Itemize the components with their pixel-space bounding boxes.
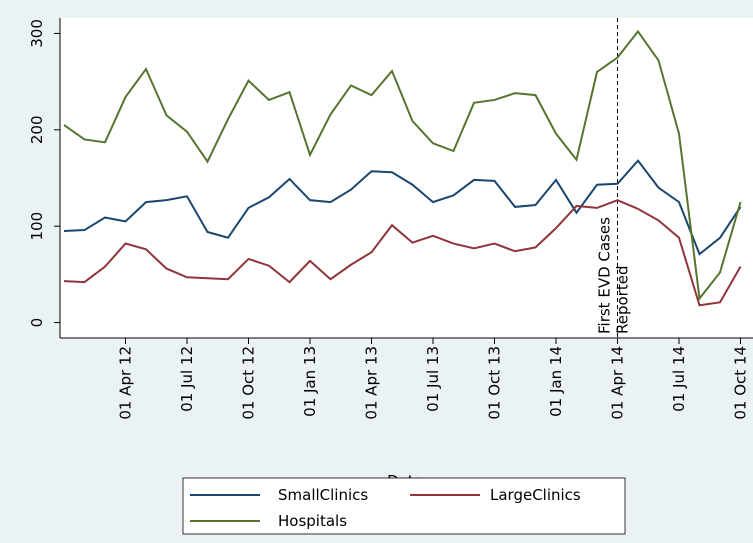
x-tick-label: 01 Jul 12	[178, 346, 196, 412]
x-tick-label: 01 Oct 13	[486, 346, 504, 420]
series-line	[63, 159, 742, 256]
legend-label: SmallClinics	[278, 486, 368, 504]
x-tick-label: 01 Jan 14	[547, 346, 565, 417]
x-tick-label: 01 Jul 13	[424, 346, 442, 412]
plot-area	[60, 18, 753, 338]
annotation: First EVD Cases	[596, 217, 614, 334]
series-line	[63, 29, 742, 301]
legend-label: LargeClinics	[490, 486, 581, 504]
legend-label: Hospitals	[278, 512, 347, 530]
y-tick-label: 300	[28, 19, 46, 48]
x-tick-label: 01 Jul 14	[670, 346, 688, 412]
y-tick-label: 200	[28, 115, 46, 144]
x-tick-label: 01 Apr 12	[117, 346, 135, 420]
annotation: Reported	[614, 266, 632, 334]
y-tick-label: 100	[28, 212, 46, 241]
x-tick-label: 01 Jan 13	[301, 346, 319, 417]
y-tick-label: 0	[28, 318, 46, 328]
x-tick-label: 01 Oct 12	[240, 346, 258, 420]
x-tick-label: 01 Oct 14	[732, 346, 750, 420]
series-line	[63, 199, 742, 307]
x-tick-label: 01 Apr 14	[609, 346, 627, 420]
x-tick-label: 01 Apr 13	[363, 346, 381, 420]
legend	[182, 477, 626, 535]
